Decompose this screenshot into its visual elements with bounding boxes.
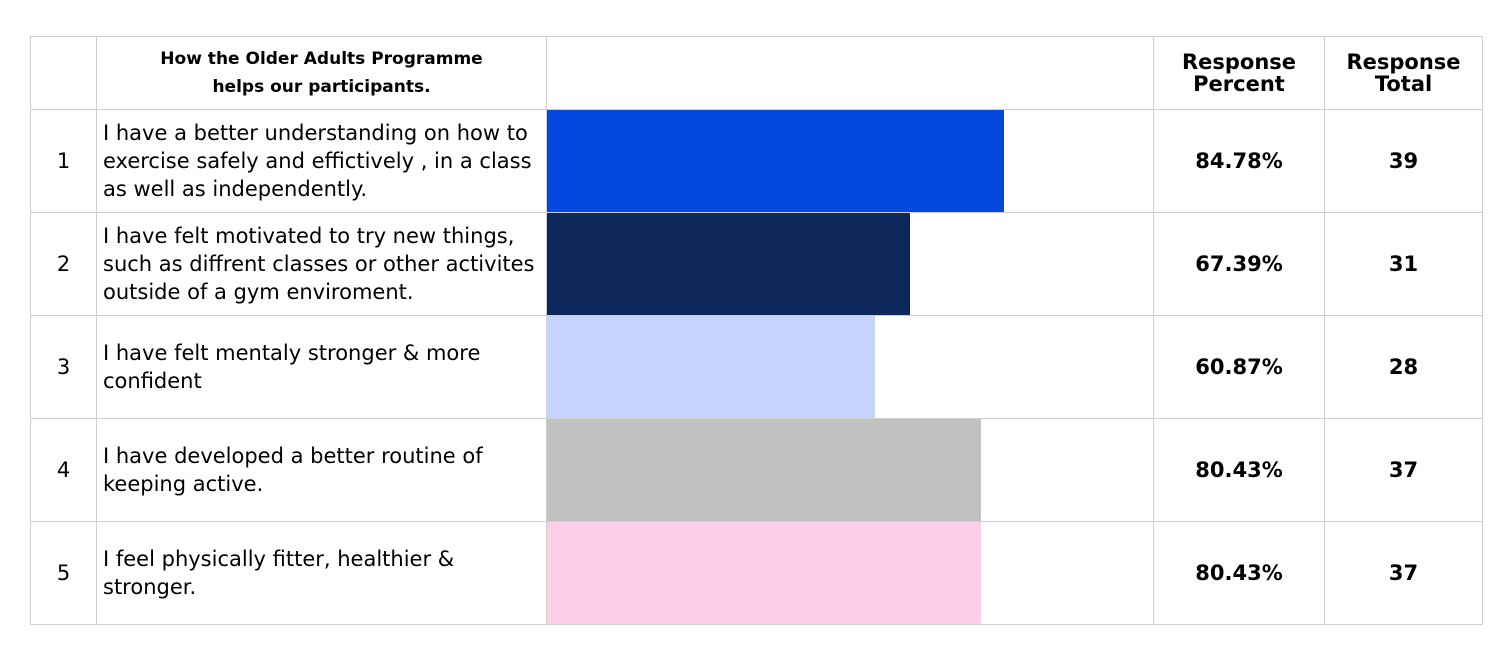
header-bar [546,36,1154,110]
row-percent: 67.39% [1153,212,1325,316]
row-bar-cell [546,521,1154,625]
row-number: 4 [30,418,97,522]
bar-track [547,419,1153,521]
bar-track [547,213,1153,315]
row-percent: 84.78% [1153,109,1325,213]
row-total: 37 [1324,521,1483,625]
row-bar-cell [546,418,1154,522]
row-number: 1 [30,109,97,213]
row-percent: 80.43% [1153,521,1325,625]
bar-track [547,316,1153,418]
row-total: 28 [1324,315,1483,419]
row-total: 37 [1324,418,1483,522]
row-number: 3 [30,315,97,419]
row-percent: 60.87% [1153,315,1325,419]
row-bar-cell [546,212,1154,316]
bar-fill [547,522,981,624]
bar-fill [547,316,876,418]
header-percent-text: Response Percent [1181,50,1297,96]
header-total-text: Response Total [1346,50,1461,96]
header-response-total: Response Total [1324,36,1483,110]
bar-fill [547,213,911,315]
header-response-percent: Response Percent [1153,36,1325,110]
row-statement: I feel physically fitter, healthier & st… [96,521,547,625]
bar-fill [547,419,981,521]
bar-track [547,110,1153,212]
row-statement: I have felt mentaly stronger & more conf… [96,315,547,419]
row-number: 2 [30,212,97,316]
header-question-text: How the Older Adults Programme helps our… [160,49,483,97]
table-row: 4 I have developed a better routine of k… [30,418,1483,522]
row-bar-cell [546,109,1154,213]
bar-fill [547,110,1005,212]
row-percent: 80.43% [1153,418,1325,522]
header-number [30,36,97,110]
row-statement: I have felt motivated to try new things,… [96,212,547,316]
row-total: 39 [1324,109,1483,213]
bar-track [547,522,1153,624]
row-statement: I have a better understanding on how to … [96,109,547,213]
row-statement: I have developed a better routine of kee… [96,418,547,522]
header-question: How the Older Adults Programme helps our… [96,36,547,110]
table-row: 1 I have a better understanding on how t… [30,109,1483,213]
survey-results-table: How the Older Adults Programme helps our… [30,36,1483,625]
table-row: 5 I feel physically fitter, healthier & … [30,521,1483,625]
table-row: 3 I have felt mentaly stronger & more co… [30,315,1483,419]
row-total: 31 [1324,212,1483,316]
table-body: 1 I have a better understanding on how t… [30,109,1483,625]
table-row: 2 I have felt motivated to try new thing… [30,212,1483,316]
header-row: How the Older Adults Programme helps our… [30,36,1483,110]
row-bar-cell [546,315,1154,419]
row-number: 5 [30,521,97,625]
